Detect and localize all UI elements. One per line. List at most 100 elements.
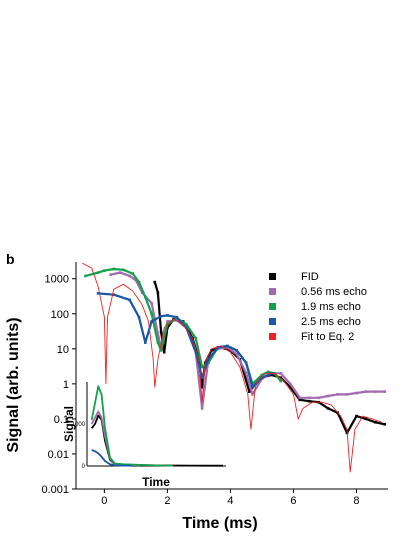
data-point xyxy=(96,271,100,274)
inset-y-tick-label: 0 xyxy=(82,464,86,470)
data-point xyxy=(175,319,179,322)
data-point xyxy=(326,394,330,398)
data-point xyxy=(156,341,160,344)
data-point xyxy=(270,373,273,377)
data-point xyxy=(207,361,210,365)
data-point xyxy=(185,323,188,326)
data-point xyxy=(289,386,292,389)
data-point xyxy=(144,295,147,299)
data-point xyxy=(374,390,377,393)
data-point xyxy=(137,315,141,319)
data-point xyxy=(194,337,198,340)
inset-series-2-5-ms-echo xyxy=(91,449,132,467)
data-point xyxy=(226,346,229,349)
data-point xyxy=(150,301,153,305)
x-tick-label: 6 xyxy=(290,495,296,507)
data-point xyxy=(364,417,368,421)
data-point xyxy=(235,352,238,356)
y-tick-label: 0.001 xyxy=(41,484,69,496)
legend: FID 0.56 ms echo 1.9 ms echo 2.5 ms echo Fit… xyxy=(269,271,367,343)
legend-swatch xyxy=(269,303,276,310)
legend-swatch xyxy=(269,318,276,325)
data-point xyxy=(289,382,292,386)
legend-label: Fit to Eq. 2 xyxy=(301,331,354,343)
data-point xyxy=(383,390,387,393)
legend-label: 2.5 ms echo xyxy=(301,316,361,328)
series-fit-to-eq-2 xyxy=(82,262,382,473)
inset-y-tick-label: 1000 xyxy=(72,422,86,428)
data-point xyxy=(159,314,163,318)
legend-label: 0.56 ms echo xyxy=(301,286,367,298)
data-point xyxy=(159,349,163,352)
data-point xyxy=(279,379,283,383)
data-point xyxy=(226,344,229,348)
data-point xyxy=(144,341,147,344)
data-point xyxy=(200,376,204,379)
legend-label: FID xyxy=(301,271,319,283)
fit-line xyxy=(82,262,382,473)
data-point xyxy=(317,396,320,400)
data-point xyxy=(153,280,157,284)
legend-swatch xyxy=(269,288,276,295)
data-point xyxy=(185,326,188,329)
data-point xyxy=(279,372,283,375)
data-point xyxy=(103,269,106,272)
data-point xyxy=(207,358,210,361)
y-tick-label: 0.1 xyxy=(54,414,69,426)
data-point xyxy=(345,393,349,396)
data-point xyxy=(137,280,141,284)
x-axis-label: Time (ms) xyxy=(182,515,257,532)
x-tick-label: 0 xyxy=(101,495,107,507)
data-point xyxy=(355,391,358,395)
data-point xyxy=(235,349,238,352)
data-point xyxy=(210,349,213,352)
data-point xyxy=(383,423,387,426)
inset-series-1-9-ms-echo xyxy=(90,385,174,467)
data-point xyxy=(298,398,302,402)
data-point xyxy=(307,399,311,403)
inset-y-label: Signal xyxy=(62,406,76,442)
x-tick-label: 4 xyxy=(227,495,233,507)
data-point xyxy=(109,273,112,276)
series-line xyxy=(98,292,272,389)
inset-series-0-56-ms-echo xyxy=(90,410,140,467)
data-point xyxy=(355,414,358,418)
legend-swatch xyxy=(269,273,276,280)
series-line xyxy=(110,271,385,410)
data-point xyxy=(266,370,270,374)
data-point xyxy=(84,274,87,278)
data-point xyxy=(96,292,100,295)
data-point xyxy=(251,386,254,389)
data-point xyxy=(374,421,377,424)
data-point xyxy=(134,279,138,282)
y-tick-label: 100 xyxy=(51,309,69,321)
plot-area: 0 2 4 6 8 1000 100 10 1 0.1 0.01 0.001 xyxy=(41,262,388,507)
data-point xyxy=(175,315,179,319)
data-point xyxy=(251,393,254,396)
data-point xyxy=(166,314,169,317)
panel-label: b xyxy=(6,251,15,267)
data-point xyxy=(200,386,204,389)
y-tick-label: 1000 xyxy=(45,274,69,286)
legend-label: 1.9 ms echo xyxy=(301,301,361,313)
legend-swatch xyxy=(269,333,276,340)
data-point xyxy=(122,268,125,272)
data-point xyxy=(326,407,330,410)
data-point xyxy=(166,320,169,323)
data-point xyxy=(336,393,339,396)
y-tick-label: 1 xyxy=(63,379,69,391)
data-point xyxy=(248,390,251,393)
inset-plot: 1000 0 Time Signal xyxy=(62,382,226,489)
data-point xyxy=(150,312,153,316)
x-tick-label: 8 xyxy=(353,495,359,507)
y-tick-label: 10 xyxy=(57,344,69,356)
data-point xyxy=(112,293,116,296)
data-point xyxy=(260,376,264,379)
data-point xyxy=(307,396,311,400)
data-point xyxy=(260,373,264,377)
data-point xyxy=(131,272,134,275)
data-point xyxy=(244,361,248,365)
data-point xyxy=(364,390,368,393)
data-point xyxy=(156,291,160,294)
